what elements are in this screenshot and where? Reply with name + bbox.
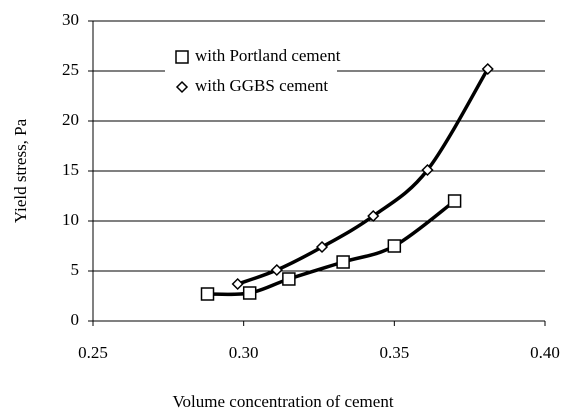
legend-marker: [175, 80, 189, 94]
point: [387, 239, 402, 253]
point: [200, 287, 215, 301]
y-axis-title: Yield stress, Pa: [11, 118, 30, 223]
x-tick-label: 0.30: [229, 343, 259, 362]
legend: with Portland cement with GGBS cement: [165, 40, 341, 108]
y-tick-label: 5: [71, 260, 80, 279]
legend-label: with GGBS cement: [195, 76, 328, 95]
point: [336, 255, 350, 269]
y-tick-label: 10: [62, 210, 79, 229]
legend-box: [165, 40, 337, 108]
x-tick-label: 0.25: [78, 343, 108, 362]
x-tick-label: 0.35: [379, 343, 409, 362]
point: [282, 272, 296, 286]
point: [447, 194, 462, 208]
point: [481, 62, 494, 76]
y-tick-label: 25: [62, 60, 79, 79]
y-tick-label: 20: [62, 110, 79, 129]
point: [421, 163, 434, 177]
point: [367, 209, 380, 223]
y-tick-label: 30: [62, 10, 79, 29]
x-axis-title: Volume concentration of cement: [172, 392, 393, 411]
point: [231, 277, 244, 291]
point: [315, 240, 329, 254]
legend-label: with Portland cement: [195, 46, 341, 65]
x-tick-label: 0.40: [530, 343, 560, 362]
point: [270, 263, 283, 277]
point: [242, 286, 257, 300]
legend-marker: [175, 50, 189, 64]
y-tick-label: 15: [62, 160, 79, 179]
y-tick-label: 0: [71, 310, 80, 329]
